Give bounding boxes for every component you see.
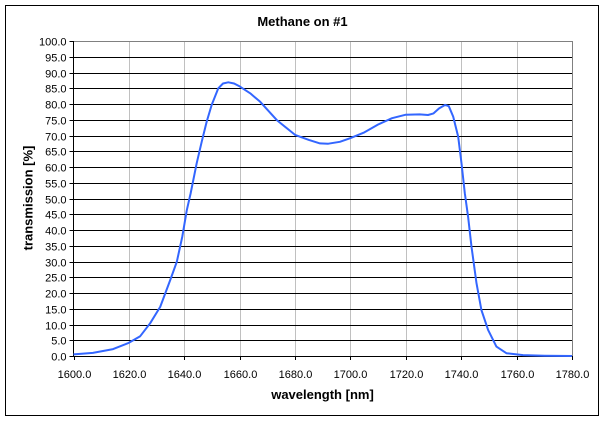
y-tick-label: 15.0 [45, 305, 66, 317]
x-tick-label: 1780.0 [556, 369, 590, 381]
y-tick-label: 0.0 [51, 352, 66, 364]
y-tick-label: 10.0 [45, 321, 66, 333]
y-tick-label: 75.0 [45, 116, 66, 128]
x-tick-label: 1740.0 [445, 369, 479, 381]
y-tick-label: 45.0 [45, 210, 66, 222]
x-axis-label: wavelength [nm] [271, 387, 374, 402]
horizontal-gridlines [73, 41, 572, 341]
y-tick-label: 85.0 [45, 84, 66, 96]
y-tick-label: 90.0 [45, 69, 66, 81]
y-tick-label: 100.0 [39, 37, 67, 49]
y-tick-label: 55.0 [45, 179, 66, 191]
y-tick-label: 80.0 [45, 100, 66, 112]
axes [69, 41, 573, 360]
y-tick-label: 65.0 [45, 147, 66, 159]
tick-labels: 1600.0 1620.0 1640.0 1660.0 1680.0 1700.0 1720… [39, 37, 589, 382]
chart-title: Methane on #1 [257, 14, 348, 29]
y-tick-label: 25.0 [45, 273, 66, 285]
vertical-gridlines [129, 41, 573, 356]
y-tick-label: 20.0 [45, 289, 66, 301]
y-tick-label: 35.0 [45, 242, 66, 254]
x-tick-label: 1700.0 [334, 369, 368, 381]
y-tick-label: 40.0 [45, 226, 66, 238]
y-tick-label: 60.0 [45, 163, 66, 175]
y-tick-label: 50.0 [45, 195, 66, 207]
y-tick-label: 70.0 [45, 132, 66, 144]
x-tick-label: 1640.0 [168, 369, 202, 381]
y-tick-label: 30.0 [45, 258, 66, 270]
x-tick-label: 1660.0 [224, 369, 258, 381]
x-tick-label: 1720.0 [390, 369, 424, 381]
x-tick-label: 1600.0 [58, 369, 92, 381]
transmission-curve [73, 81, 573, 357]
x-tick-label: 1760.0 [501, 369, 535, 381]
y-tick-label: 95.0 [45, 53, 66, 65]
x-tick-label: 1680.0 [279, 369, 313, 381]
y-tick-label: 5.0 [51, 336, 66, 348]
x-tick-label: 1620.0 [113, 369, 147, 381]
